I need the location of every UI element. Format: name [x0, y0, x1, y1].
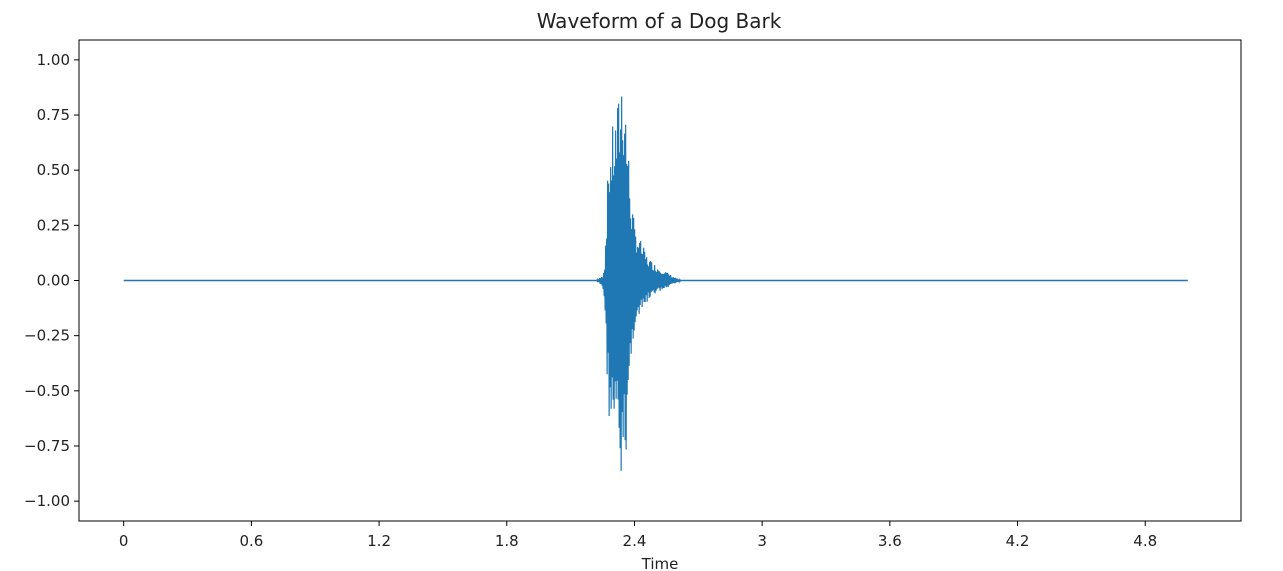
y-tick-label: 1.00 — [37, 51, 70, 69]
x-tick-label: 3 — [757, 532, 767, 550]
y-tick-label: 0.00 — [37, 272, 70, 290]
y-tick-label: −1.00 — [24, 492, 70, 510]
x-tick-label: 2.4 — [623, 532, 647, 550]
y-tick-label: −0.75 — [24, 437, 70, 455]
chart-title: Waveform of a Dog Bark — [537, 9, 782, 33]
waveform-series-line — [595, 96, 682, 471]
x-tick-label: 1.2 — [367, 532, 391, 550]
x-tick-label: 0.6 — [239, 532, 263, 550]
y-axis: 1.00 0.75 0.50 0.25 0.00 −0.25 −0.50 −0.75 −1.00 — [24, 51, 79, 510]
x-tick-label: 4.2 — [1006, 532, 1030, 550]
x-tick-label: 0 — [119, 532, 129, 550]
y-tick-label: −0.25 — [24, 327, 70, 345]
plot-area — [123, 96, 1188, 471]
x-axis-label: Time — [641, 555, 679, 571]
plot-frame — [78, 39, 1242, 522]
x-axis: 0 0.6 1.2 1.8 2.4 3 3.6 4.2 4.8 — [119, 521, 1157, 550]
y-tick-label: 0.75 — [37, 106, 70, 124]
y-tick-label: −0.50 — [24, 382, 70, 400]
y-tick-label: 0.50 — [37, 161, 70, 179]
x-tick-label: 3.6 — [878, 532, 902, 550]
x-tick-label: 4.8 — [1133, 532, 1157, 550]
x-tick-label: 1.8 — [495, 532, 519, 550]
y-tick-label: 0.25 — [37, 216, 70, 234]
